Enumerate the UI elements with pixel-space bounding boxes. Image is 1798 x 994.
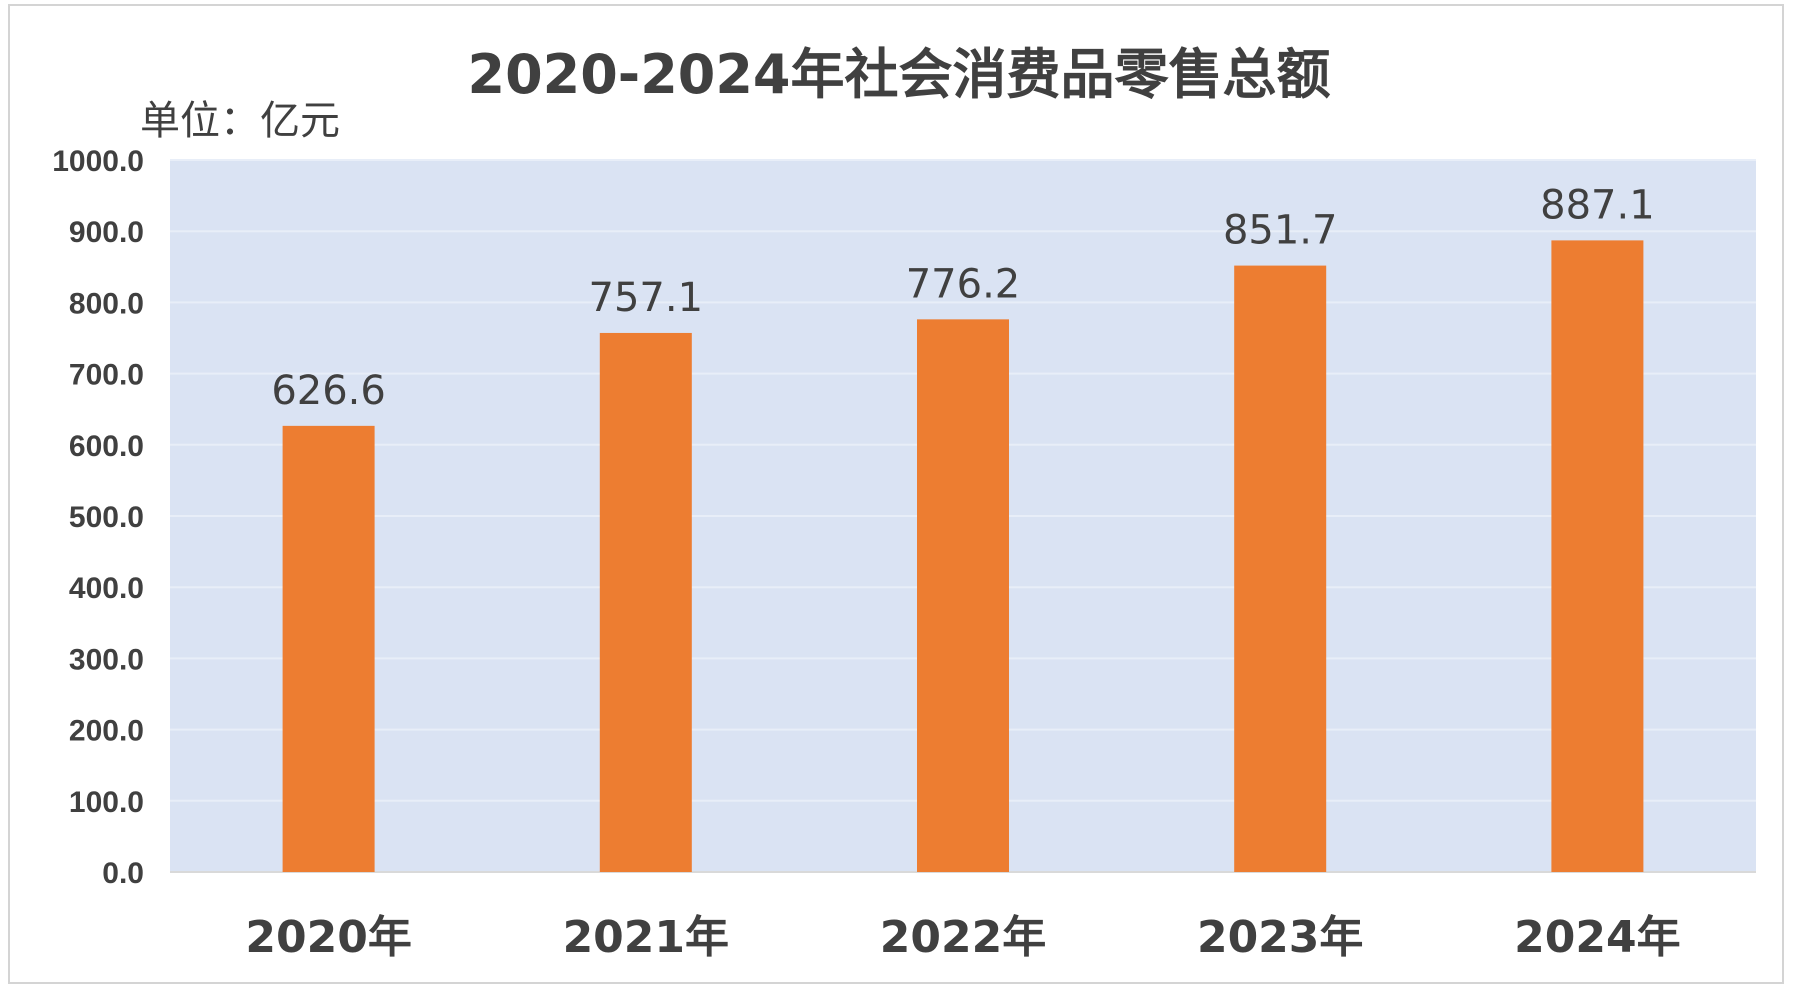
data-labels: 626.6 757.1 776.2 851.7 887.1 [271,182,1654,413]
data-label: 626.6 [271,368,386,414]
x-tick-label: 2023年 [1197,912,1363,963]
y-tick-label: 0.0 [102,857,144,890]
x-axis: 2020年 2021年 2022年 2023年 2024年 [245,912,1680,963]
y-tick-label: 800.0 [69,287,144,320]
bar [1234,265,1327,872]
y-tick-label: 400.0 [69,572,144,605]
y-tick-label: 100.0 [69,786,144,819]
bar [1551,240,1644,873]
y-axis: 0.0 100.0 200.0 300.0 400.0 500.0 600.0 700.0 80… [52,145,144,890]
y-tick-label: 300.0 [69,643,144,676]
y-tick-label: 200.0 [69,715,144,748]
data-label: 757.1 [589,275,704,321]
data-label: 776.2 [906,261,1021,307]
y-tick-label: 700.0 [69,359,144,392]
bar [917,319,1009,873]
x-tick-label: 2022年 [880,912,1046,963]
data-label: 887.1 [1540,182,1655,228]
y-tick-label: 1000.0 [52,145,144,178]
bars [282,240,1644,873]
chart-title: 2020-2024年社会消费品零售总额 [467,43,1331,106]
bar [599,332,692,872]
bar [282,425,375,872]
x-tick-label: 2024年 [1514,912,1680,963]
data-label: 851.7 [1223,208,1338,254]
y-tick-label: 600.0 [69,430,144,463]
y-tick-label: 500.0 [69,501,144,534]
unit-label: 单位：亿元 [140,98,340,144]
x-tick-label: 2021年 [563,912,729,963]
y-tick-label: 900.0 [69,216,144,249]
x-tick-label: 2020年 [245,912,411,963]
